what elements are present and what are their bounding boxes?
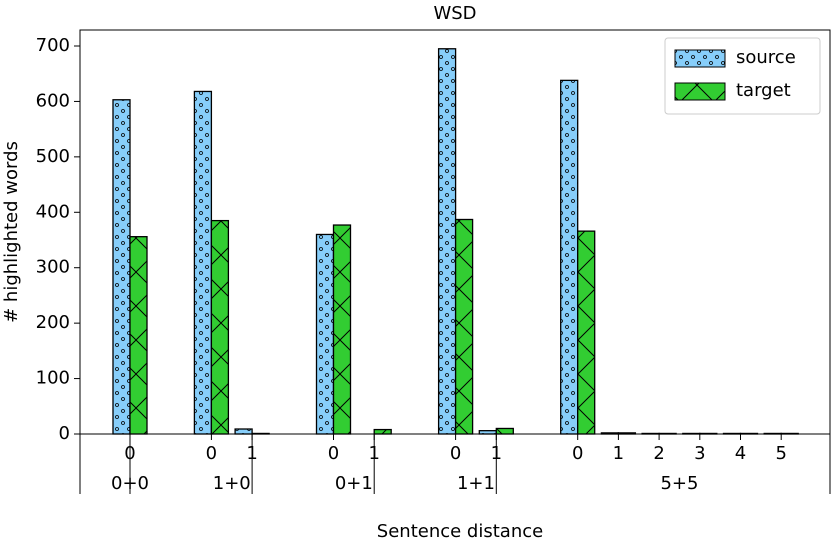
- y-tick-label: 600: [36, 90, 70, 111]
- y-tick-label: 500: [36, 146, 70, 167]
- x-tick-label: 0: [206, 443, 217, 464]
- bar: [315, 233, 335, 435]
- bar: [495, 427, 514, 435]
- legend-label: target: [736, 80, 791, 101]
- group-label: 0+1: [335, 473, 373, 494]
- chart-title: WSD: [433, 3, 476, 24]
- legend-label: source: [736, 47, 796, 68]
- y-axis-label: # highlighted words: [1, 141, 22, 323]
- y-tick-label: 0: [59, 423, 70, 444]
- x-tick-label: 0: [450, 443, 461, 464]
- bar: [112, 99, 131, 435]
- x-tick-label: 1: [613, 443, 624, 464]
- bar: [560, 79, 579, 435]
- x-tick-label: 2: [653, 443, 664, 464]
- x-tick-label: 3: [694, 443, 705, 464]
- group-label: 1+0: [213, 473, 251, 494]
- x-tick-label: 5: [775, 443, 786, 464]
- group-label: 5+5: [660, 473, 698, 494]
- y-tick-label: 200: [36, 312, 70, 333]
- legend-swatch: [674, 82, 726, 101]
- y-tick-label: 700: [36, 35, 70, 56]
- bar: [129, 236, 148, 435]
- bar: [210, 219, 230, 435]
- bar: [373, 428, 392, 435]
- legend-swatch: [674, 49, 726, 68]
- bar: [437, 48, 457, 435]
- group-label: 1+1: [457, 473, 495, 494]
- plot-frame: [79, 29, 831, 435]
- x-tick-label: 0: [328, 443, 339, 464]
- x-tick-label: 0: [572, 443, 583, 464]
- bar: [332, 224, 352, 435]
- y-tick-label: 300: [36, 257, 70, 278]
- y-tick-label: 100: [36, 368, 70, 389]
- bar: [577, 230, 596, 435]
- x-tick-label: 4: [735, 443, 746, 464]
- bar: [193, 90, 213, 435]
- x-axis-label: Sentence distance: [377, 521, 543, 542]
- bar: [454, 218, 474, 435]
- bar: [234, 428, 253, 435]
- y-tick-label: 400: [36, 201, 70, 222]
